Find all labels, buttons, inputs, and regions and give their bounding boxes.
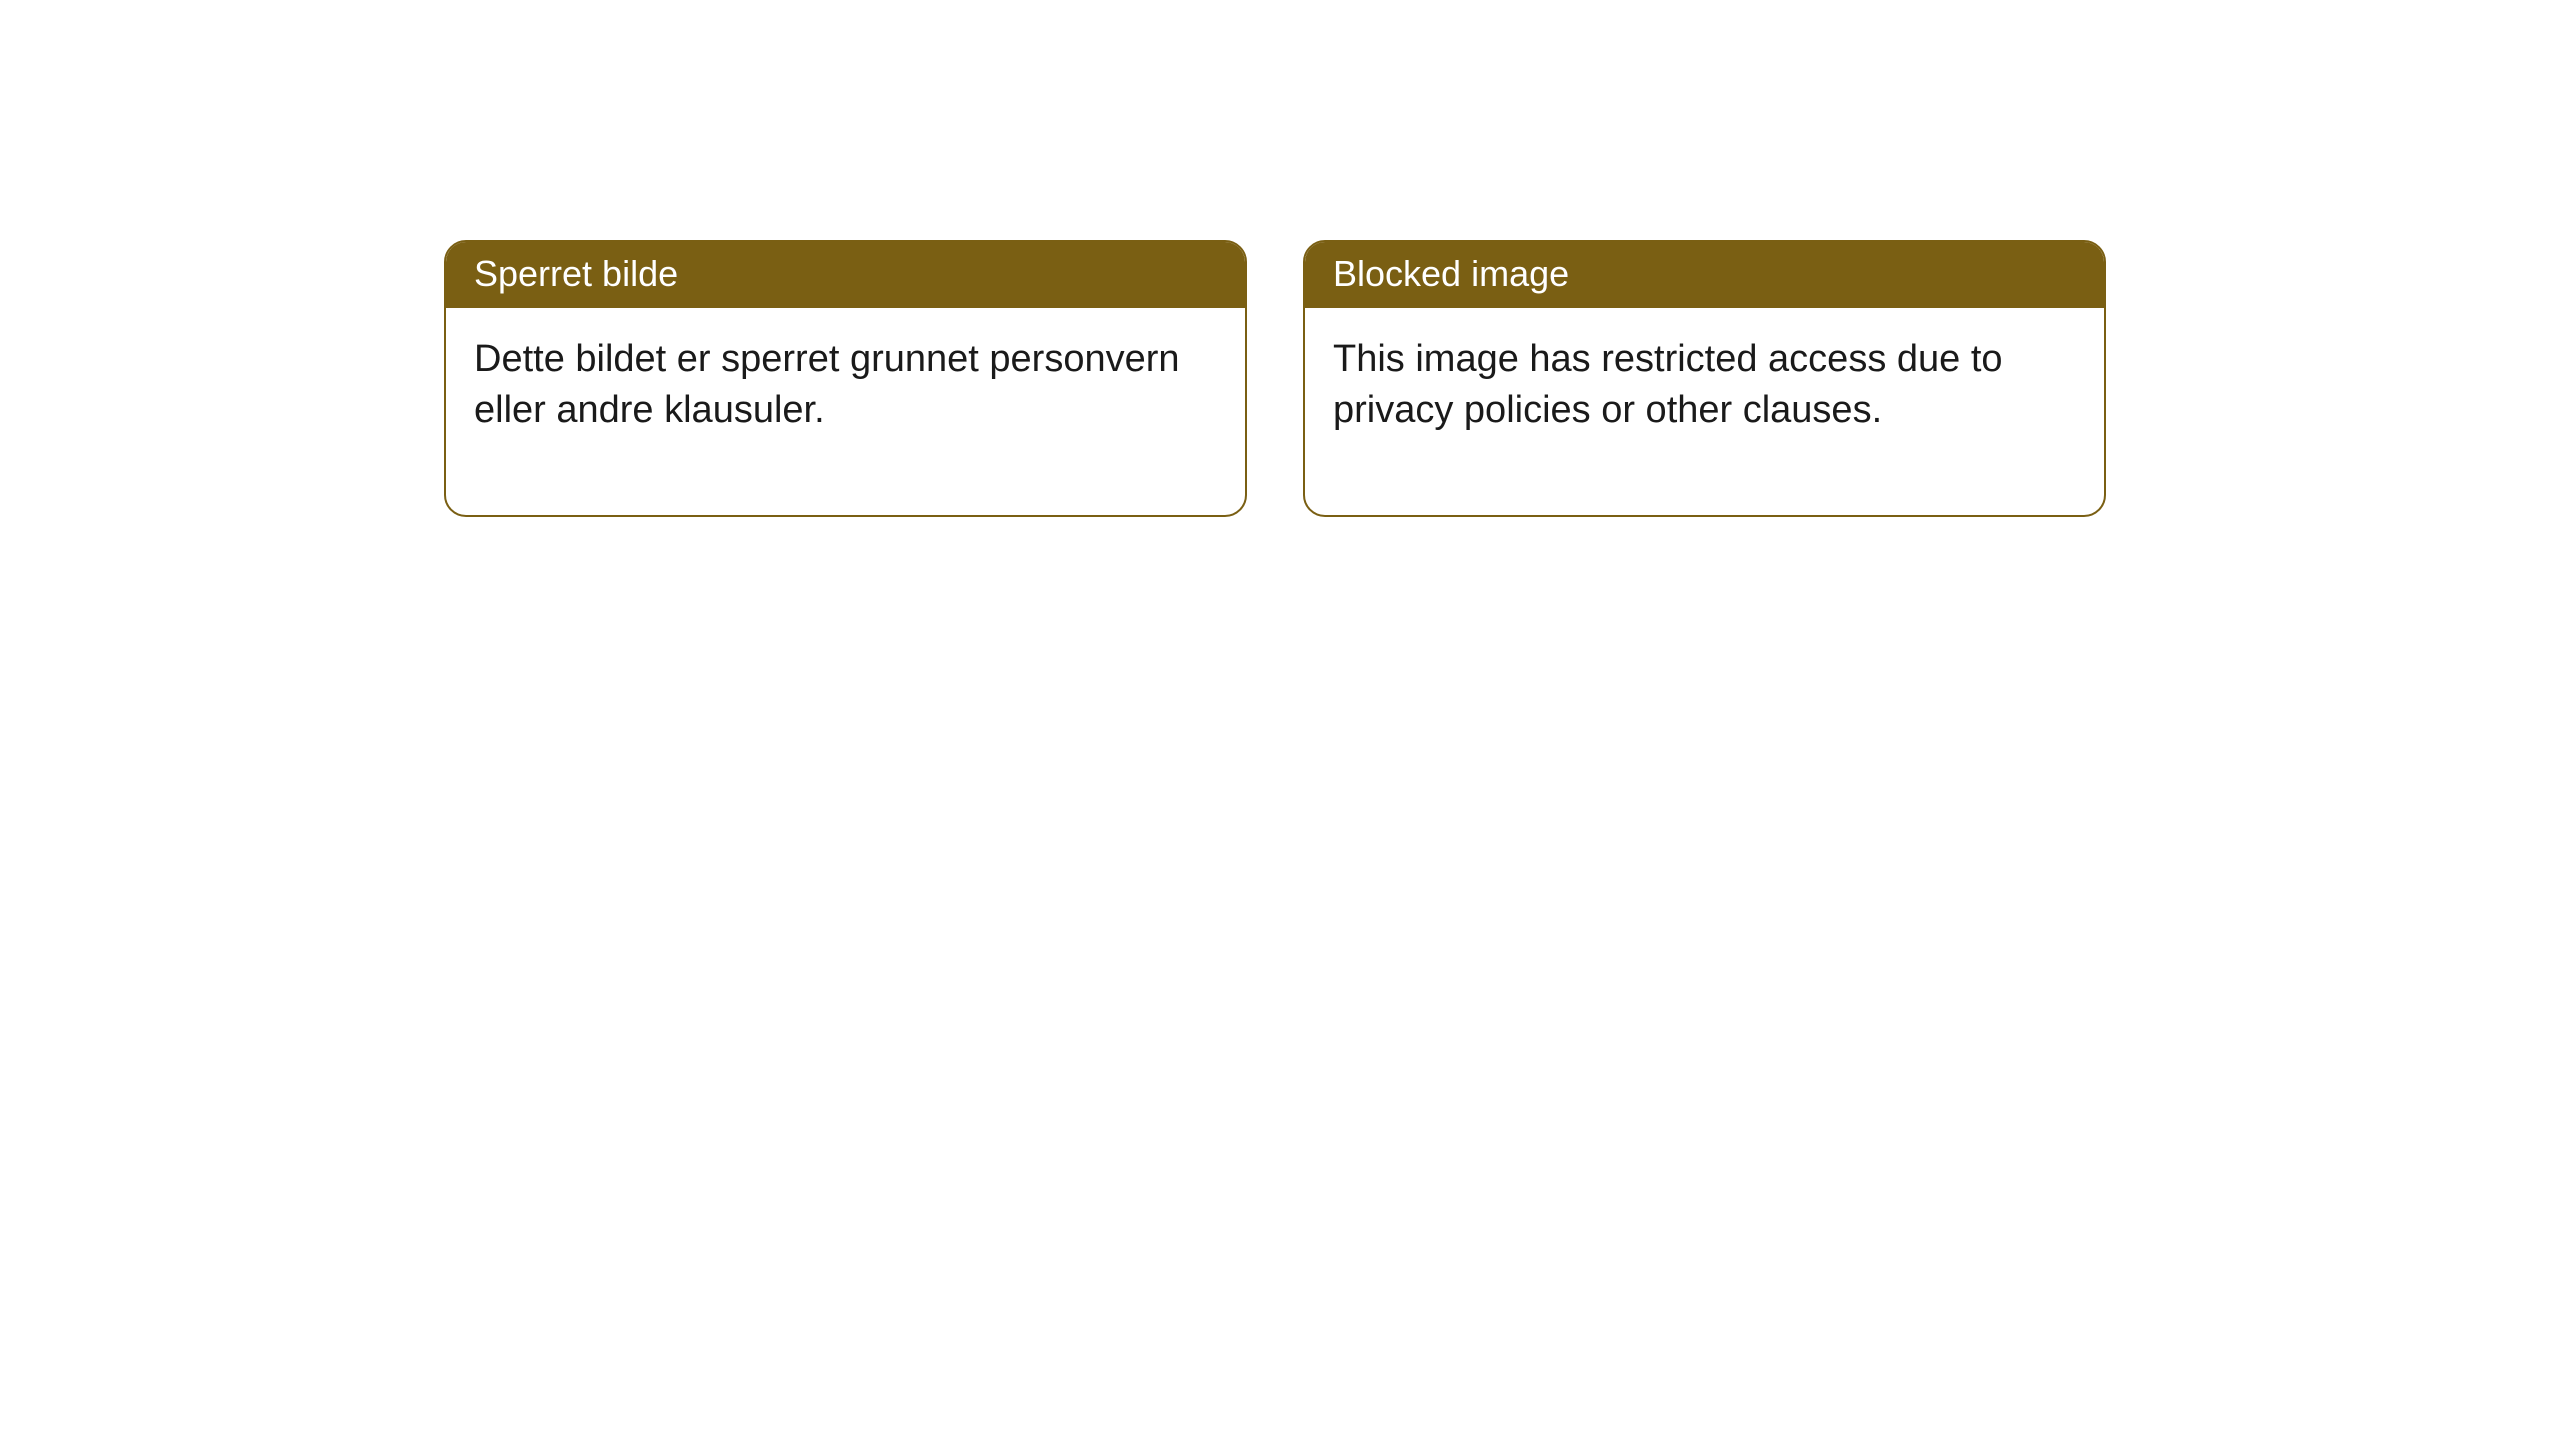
notice-card-english: Blocked image This image has restricted …: [1303, 240, 2106, 517]
card-body-text: Dette bildet er sperret grunnet personve…: [474, 338, 1180, 431]
card-header: Blocked image: [1305, 242, 2104, 308]
notice-card-norwegian: Sperret bilde Dette bildet er sperret gr…: [444, 240, 1247, 517]
card-body: This image has restricted access due to …: [1305, 308, 2104, 515]
card-title: Sperret bilde: [474, 253, 678, 294]
card-body-text: This image has restricted access due to …: [1333, 338, 2003, 431]
card-title: Blocked image: [1333, 253, 1569, 294]
card-body: Dette bildet er sperret grunnet personve…: [446, 308, 1245, 515]
card-header: Sperret bilde: [446, 242, 1245, 308]
notice-container: Sperret bilde Dette bildet er sperret gr…: [444, 240, 2106, 517]
